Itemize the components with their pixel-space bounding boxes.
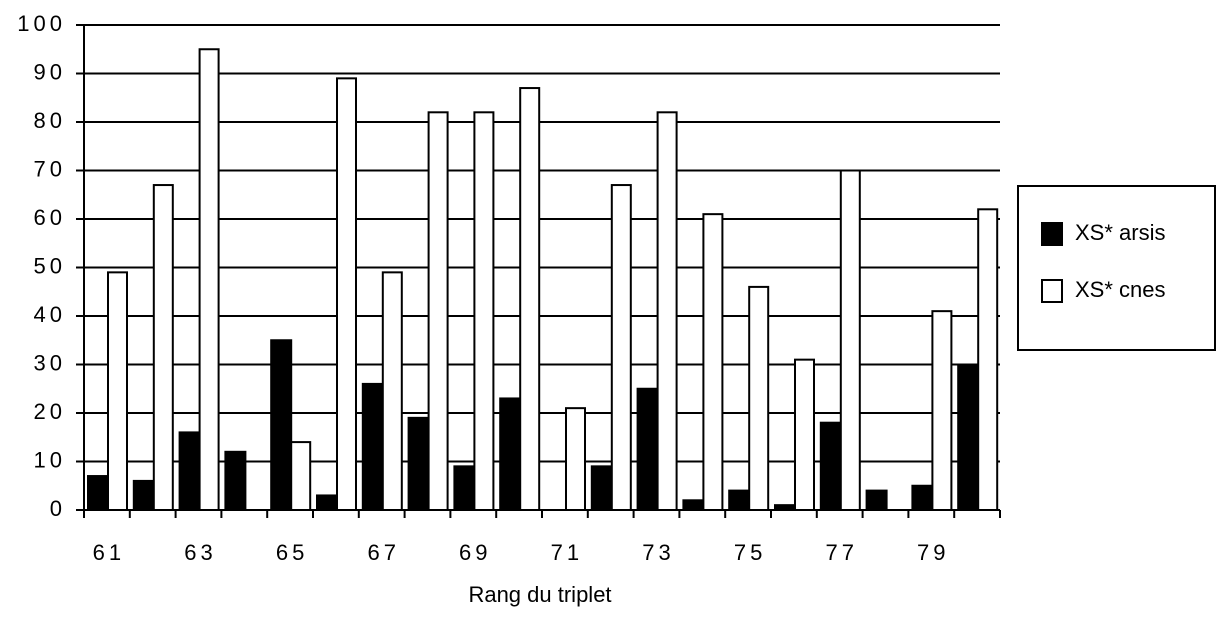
x-tick-label: 61 [93, 540, 125, 565]
bar [473, 111, 495, 512]
y-tick-label: 60 [34, 205, 66, 230]
y-tick-label: 30 [34, 350, 66, 375]
bar [911, 484, 934, 511]
bar [224, 450, 247, 511]
x-tick-label: 65 [276, 540, 308, 565]
bar [957, 363, 980, 511]
bar [453, 465, 476, 512]
x-tick-label: 67 [367, 540, 399, 565]
bar [610, 184, 632, 512]
bar [87, 475, 109, 511]
bar [565, 407, 586, 511]
x-tick-label: 71 [551, 540, 583, 565]
bar [748, 285, 770, 511]
bar [519, 87, 541, 512]
bar [198, 48, 220, 511]
y-tick-label: 100 [17, 11, 66, 36]
bar [728, 489, 751, 512]
y-tick-label: 0 [50, 496, 66, 521]
x-tick-label: 69 [459, 540, 491, 565]
y-tick-label: 80 [34, 108, 66, 133]
bar [316, 494, 338, 512]
legend-swatch [1041, 222, 1063, 246]
x-tick-label: 75 [734, 540, 766, 565]
bar [636, 387, 659, 511]
bar [499, 397, 522, 512]
y-tick-label: 90 [34, 59, 66, 84]
legend-label: XS* cnes [1075, 277, 1166, 302]
bar [361, 382, 384, 511]
x-tick-label: 63 [184, 540, 216, 565]
y-tick-label: 10 [34, 447, 66, 472]
bar [270, 339, 293, 511]
legend-swatch [1041, 279, 1063, 303]
bar [381, 271, 403, 511]
bar [656, 111, 678, 512]
y-tick-label: 50 [34, 253, 66, 278]
legend-label: XS* arsis [1075, 220, 1165, 245]
y-tick-label: 20 [34, 399, 66, 424]
y-tick-label: 70 [34, 156, 66, 181]
bar [132, 479, 155, 511]
bar [590, 465, 613, 512]
bar [682, 499, 705, 511]
bar [427, 111, 449, 512]
bar [794, 358, 815, 511]
bar [819, 421, 842, 512]
bar [977, 208, 999, 512]
bar [702, 213, 724, 511]
bar [178, 431, 201, 511]
bar [107, 271, 128, 511]
bar [336, 77, 357, 511]
x-tick-label: 79 [917, 540, 949, 565]
x-tick-label: 77 [825, 540, 857, 565]
legend-box [1017, 185, 1216, 351]
bar [407, 416, 430, 512]
x-axis-title: Rang du triplet [468, 582, 611, 607]
bar [152, 184, 174, 512]
bar [839, 169, 861, 511]
x-tick-label: 73 [642, 540, 674, 565]
bar [865, 489, 888, 512]
y-tick-label: 40 [34, 302, 66, 327]
bar [290, 441, 312, 512]
bar [931, 310, 953, 511]
